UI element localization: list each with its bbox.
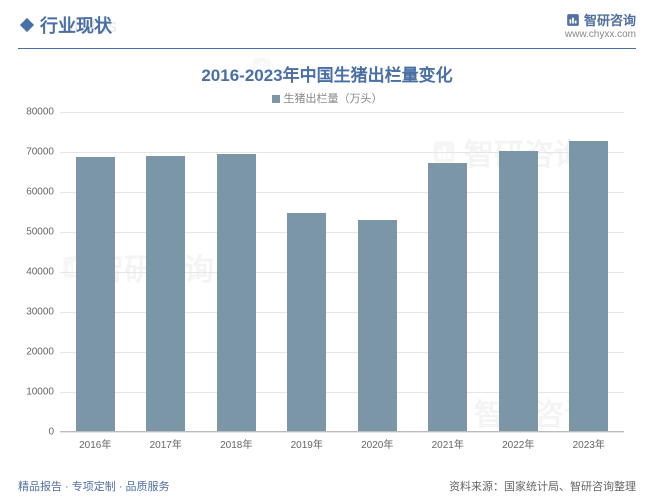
x-tick-label: 2016年 bbox=[79, 436, 111, 451]
footer-right: 资料来源：国家统计局、智研咨询整理 bbox=[449, 478, 636, 494]
legend-swatch bbox=[272, 95, 280, 103]
bar bbox=[499, 151, 538, 431]
y-tick-label: 10000 bbox=[26, 387, 54, 398]
y-tick-label: 0 bbox=[48, 427, 54, 438]
chart-area: 0100002000030000400005000060000700008000… bbox=[60, 112, 624, 432]
y-tick-label: 50000 bbox=[26, 227, 54, 238]
brand-name: 智研咨询 bbox=[584, 10, 636, 29]
gridline bbox=[60, 392, 624, 393]
x-tick-label: 2023年 bbox=[573, 436, 605, 451]
chart-title: 2016-2023年中国生猪出栏量变化 bbox=[0, 61, 654, 86]
x-axis: 2016年 2017年 2018年 2019年 2020年 2021年 2022年 2023年 bbox=[60, 436, 624, 452]
brand-url: www.chyxx.com bbox=[565, 29, 636, 40]
y-tick-label: 30000 bbox=[26, 307, 54, 318]
header-divider bbox=[18, 48, 636, 49]
x-tick-label: 2017年 bbox=[150, 436, 182, 451]
footer: 精品报告 · 专项定制 · 品质服务 资料来源：国家统计局、智研咨询整理 bbox=[0, 478, 654, 494]
bar bbox=[146, 156, 185, 431]
y-tick-label: 20000 bbox=[26, 347, 54, 358]
bar bbox=[217, 154, 256, 431]
footer-left: 精品报告 · 专项定制 · 品质服务 bbox=[18, 478, 170, 494]
y-tick-label: 40000 bbox=[26, 267, 54, 278]
gridline bbox=[60, 352, 624, 353]
gridline bbox=[60, 152, 624, 153]
y-tick-label: 80000 bbox=[26, 107, 54, 118]
gridline bbox=[60, 232, 624, 233]
chart-legend: 生猪出栏量（万头） bbox=[0, 90, 654, 106]
header: status 行业现状 智研咨询 www.chyxx.com bbox=[0, 0, 654, 46]
bar bbox=[287, 213, 326, 431]
y-tick-label: 70000 bbox=[26, 147, 54, 158]
x-tick-label: 2022年 bbox=[502, 436, 534, 451]
gridline bbox=[60, 192, 624, 193]
x-tick-label: 2020年 bbox=[361, 436, 393, 451]
y-tick-label: 60000 bbox=[26, 187, 54, 198]
gridline bbox=[60, 432, 624, 433]
gridline bbox=[60, 312, 624, 313]
brand-icon bbox=[566, 13, 580, 27]
x-tick-label: 2019年 bbox=[291, 436, 323, 451]
bar bbox=[428, 163, 467, 431]
legend-label: 生猪出栏量（万头） bbox=[284, 93, 383, 105]
page-title: 行业现状 bbox=[40, 16, 112, 36]
x-tick-label: 2021年 bbox=[432, 436, 464, 451]
gridline bbox=[60, 112, 624, 113]
bar bbox=[569, 141, 608, 431]
plot-area bbox=[60, 112, 624, 432]
gridline bbox=[60, 272, 624, 273]
y-axis: 0100002000030000400005000060000700008000… bbox=[16, 112, 60, 432]
diamond-icon bbox=[20, 18, 34, 32]
bar bbox=[358, 220, 397, 431]
x-tick-label: 2018年 bbox=[220, 436, 252, 451]
brand-block: 智研咨询 www.chyxx.com bbox=[565, 10, 636, 40]
bar bbox=[76, 157, 115, 431]
